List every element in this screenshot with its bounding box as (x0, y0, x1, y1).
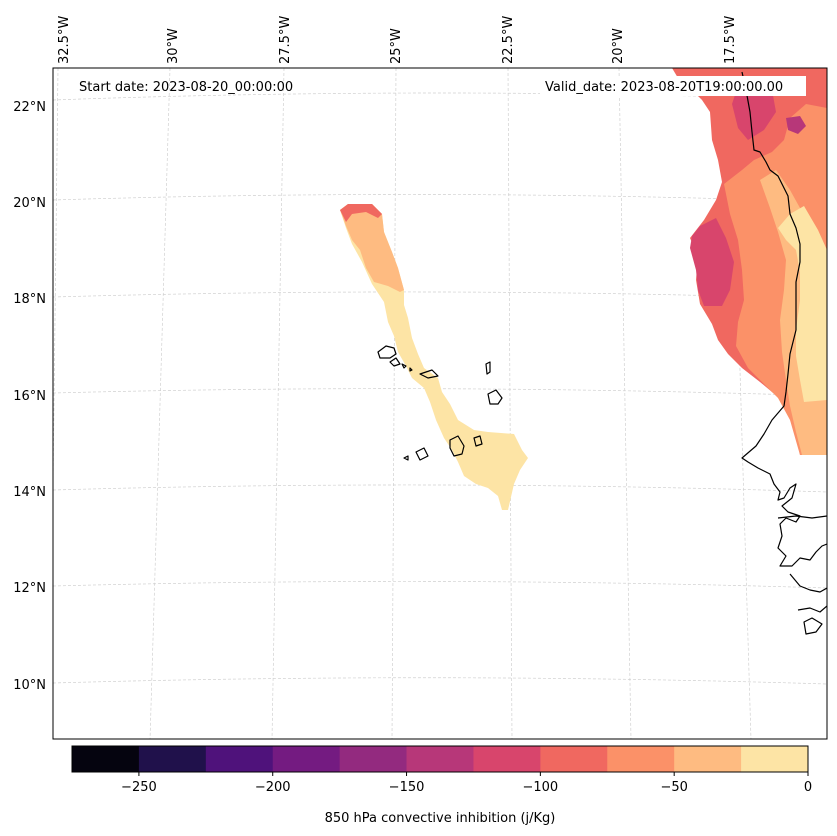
colorbar-segment (272, 746, 341, 772)
colorbar-segment (406, 746, 474, 772)
colorbar-segment (607, 746, 675, 772)
colorbar-segment (339, 746, 408, 772)
start-date-label: Start date: 2023-08-20_00:00:00 (79, 80, 293, 95)
lat-label-10n: 10°N (13, 678, 46, 693)
cin-plume-cape-verde (340, 204, 528, 510)
graticule (53, 68, 827, 739)
lat-label-16n: 16°N (13, 389, 46, 404)
colorbar-tick-label: −150 (389, 780, 425, 795)
colorbar (72, 746, 809, 772)
lat-label-20n: 20°N (13, 196, 46, 211)
colorbar-segment (741, 746, 809, 772)
colorbar-tick-label: −50 (660, 780, 687, 795)
colorbar-tick-label: 0 (804, 780, 812, 795)
valid-date-box (540, 76, 806, 96)
colorbar-segment (674, 746, 742, 772)
lon-label-20w: 20°W (611, 28, 626, 64)
coastline (741, 71, 827, 635)
valid-date-label: Valid_date: 2023-08-20T19:00:00.00 (545, 80, 783, 95)
colorbar-segment (138, 746, 207, 772)
lat-label-12n: 12°N (13, 581, 46, 596)
lat-label-14n: 14°N (13, 485, 46, 500)
colorbar-ticks: −250 −200 −150 −100 −50 0 (121, 772, 812, 795)
colorbar-segment (72, 746, 140, 772)
lon-label-22.5w: 22.5°W (501, 16, 516, 64)
lon-label-25w: 25°W (389, 28, 404, 64)
lat-label-18n: 18°N (13, 292, 46, 307)
colorbar-label: 850 hPa convective inhibition (j/Kg) (325, 811, 556, 826)
colorbar-tick-label: −250 (121, 780, 157, 795)
cin-field-africa-coast (672, 68, 827, 455)
map-frame (52, 67, 828, 740)
colorbar-segment (205, 746, 274, 772)
lon-label-32.5w: 32.5°W (57, 16, 72, 64)
colorbar-tick-label: −200 (255, 780, 291, 795)
colorbar-frame (71, 745, 809, 773)
cape-verde-islands (377, 345, 503, 461)
colorbar-segment (540, 746, 608, 772)
lon-label-27.5w: 27.5°W (278, 16, 293, 64)
lat-label-22n: 22°N (13, 100, 46, 115)
colorbar-segment (473, 746, 541, 772)
lon-label-30w: 30°W (166, 28, 181, 64)
colorbar-tick-label: −100 (523, 780, 559, 795)
lon-label-17.5w: 17.5°W (723, 16, 738, 64)
